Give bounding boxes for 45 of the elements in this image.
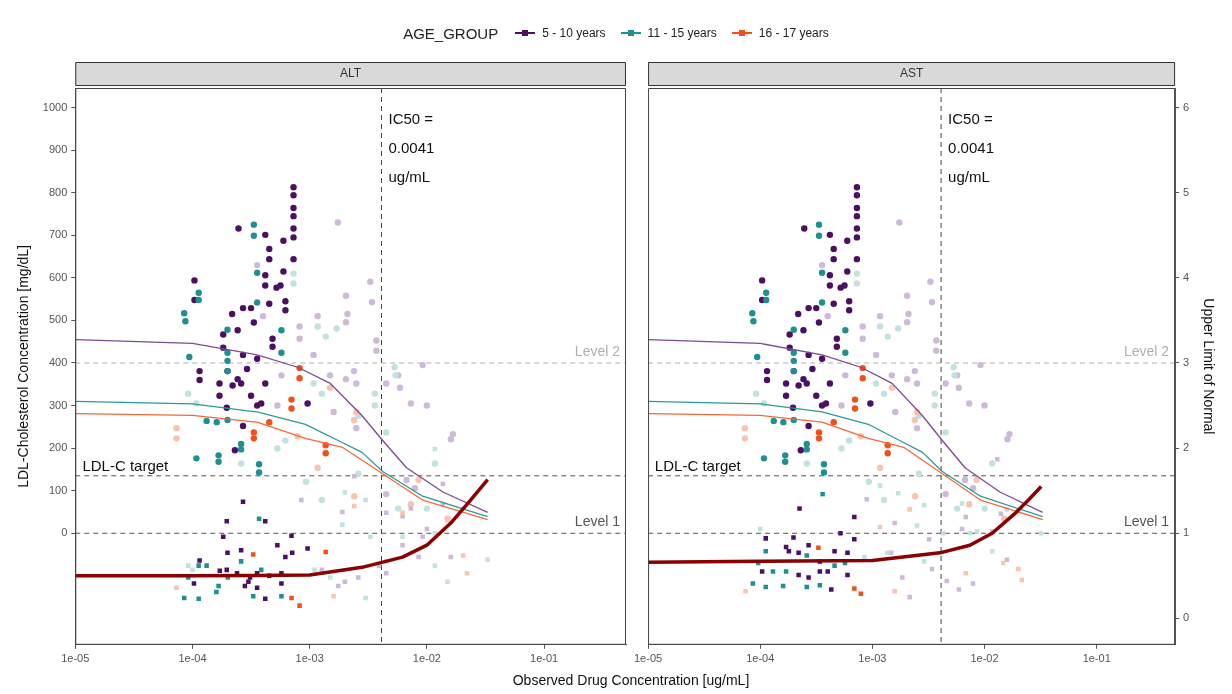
y2-tick-label: 1 [1183,526,1190,539]
y2-tick-label: 4 [1183,270,1190,283]
x-tick-label: 1e-05 [61,652,90,665]
y2-axis-title: Upper Limit of Normal [1200,298,1217,435]
x-tick-label: 1e-04 [178,652,207,665]
y-tick-label: 300 [48,398,68,411]
y-axis-title: LDL-Cholesterol Concentration [mg/dL] [15,245,32,488]
ref-line-label: IC50 = 0.0041 ug/mL [948,109,994,185]
annotation: LDL-C target [82,457,170,475]
x-tick-label: 1e-01 [1082,652,1111,665]
ref-line-label: Level 1 [574,513,621,530]
annotation: LDL-C target [654,457,742,475]
ref-line-label: IC50 = 0.0041 ug/mL [388,109,435,185]
y2-tick-label: 3 [1183,356,1190,369]
legend-title: AGE_GROUP [403,24,499,42]
x-tick-label: 1e-04 [746,652,775,665]
y-tick-label: 1000 [42,100,68,113]
y-tick-label: 800 [48,185,68,198]
ref-line-label: Level 2 [574,342,621,359]
chart-title: AST [899,66,924,81]
y-tick-label: 500 [48,313,68,326]
x-tick-label: 1e-05 [634,652,663,665]
y-tick-label: 600 [48,270,68,283]
ref-line-label: Level 2 [1123,342,1170,359]
y-tick-label: 0 [61,526,68,539]
y2-tick-label: 2 [1183,441,1190,454]
x-tick-label: 1e-01 [530,652,559,665]
y2-tick-label: 5 [1183,185,1190,198]
ref-line-label: Level 1 [1123,513,1170,530]
legend-label: 11 - 15 years [647,26,717,40]
y2-tick-label: 6 [1183,100,1190,113]
x-axis-title: Observed Drug Concentration [ug/mL] [511,672,751,690]
legend-label: 16 - 17 years [758,26,829,40]
y-tick-label: 400 [48,356,68,369]
x-tick-label: 1e-03 [295,652,324,665]
y-tick-label: 100 [48,483,68,496]
x-tick-label: 1e-02 [412,652,441,665]
x-tick-label: 1e-03 [858,652,887,665]
y2-tick-label: 0 [1183,611,1190,624]
y-tick-label: 700 [48,228,68,241]
x-tick-label: 1e-02 [970,652,999,665]
y-tick-label: 900 [48,143,68,156]
chart-title: ALT [340,66,362,81]
y-tick-label: 200 [48,441,68,454]
legend-label: 5 - 10 years [542,26,606,40]
